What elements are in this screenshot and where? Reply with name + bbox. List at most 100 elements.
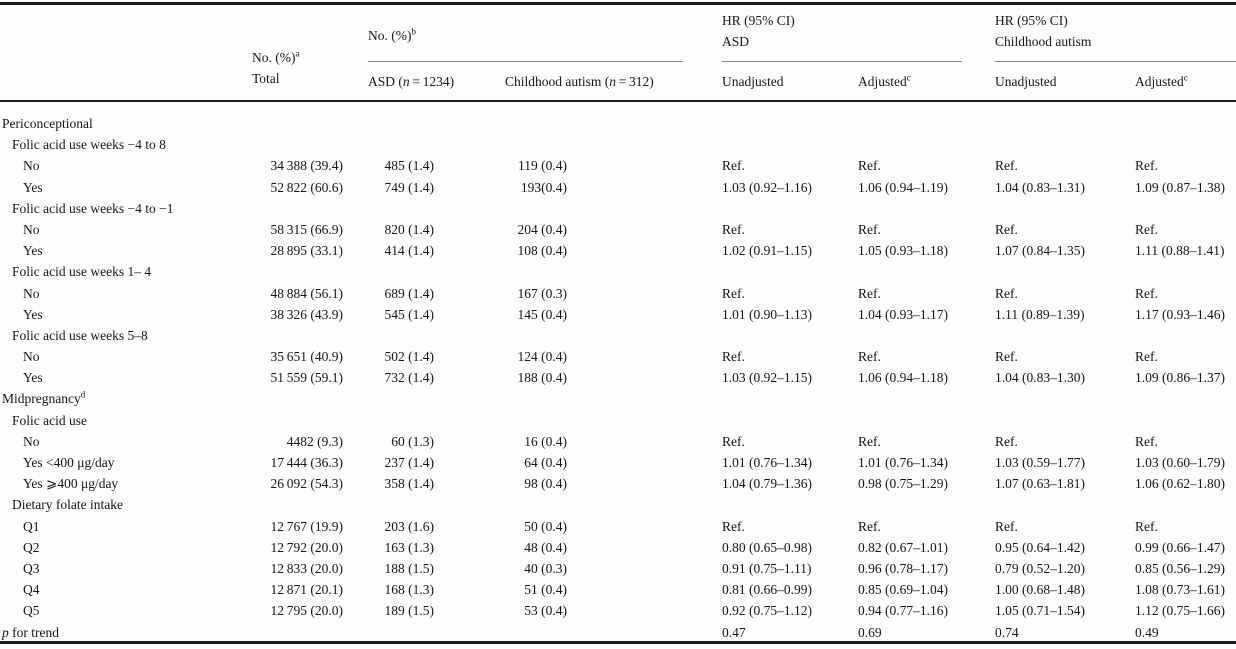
cell-asd: 358 (1.4) [384,476,435,492]
cell-hr-asd-unadjusted: 1.01 (0.76–1.34) [722,455,812,470]
cell-hr-autism-unadjusted [995,494,1135,515]
cell-total: 12 792 (20.0) [270,539,343,555]
table-row: No 48 884 (56.1) 689 (1.4) 167 (0.3) Ref. Ref… [0,283,1236,304]
cell-autism: 108 (0.4) [517,243,568,259]
cell-hr-asd-unadjusted: Ref. [722,518,745,534]
cell-hr-asd-unadjusted: 1.03 (0.92–1.16) [722,179,812,195]
cell-autism [436,198,569,219]
cell-total [240,494,345,515]
row-label: Folic acid use weeks −4 to −1 [12,200,174,216]
table-row: Folic acid use weeks −4 to −1 [0,198,1236,219]
cell-total: 51 559 (59.1) [270,370,343,386]
cell-asd [345,410,436,431]
cell-autism: 48 (0.4) [524,539,567,555]
cell-total [240,410,345,431]
cell-hr-asd-unadjusted [722,410,858,431]
spacer-cell [569,155,722,176]
cell-hr-asd-adjusted: 1.01 (0.76–1.34) [858,455,948,470]
cell-autism: 64 (0.4) [524,455,567,470]
cell-hr-autism-adjusted: 0.49 [1135,624,1159,640]
row-label: Q5 [23,603,40,619]
spacer-cell [569,600,722,621]
cell-hr-autism-adjusted: 1.12 (0.75–1.66) [1135,603,1225,619]
cell-hr-autism-adjusted: 1.09 (0.86–1.37) [1135,370,1225,386]
spanner-rule-hr-asd [722,61,962,62]
cell-hr-asd-adjusted: Ref. [858,433,881,449]
row-label: Dietary folate intake [12,497,123,513]
cell-autism: 167 (0.3) [517,285,568,301]
header-no-pct-spanner: No. (%)b [368,26,416,43]
header-bottom-rule [0,100,1236,102]
header-autism-pre: Childhood autism ( [505,74,610,89]
spacer-cell [569,134,722,155]
cell-hr-asd-adjusted: 1.05 (0.93–1.18) [858,243,948,259]
cell-asd: 203 (1.6) [384,518,435,534]
cell-hr-autism-adjusted [1135,325,1236,346]
cell-asd [345,494,436,515]
cell-hr-asd-unadjusted: 1.01 (0.90–1.13) [722,306,812,322]
cell-hr-asd-adjusted: Ref. [858,349,881,365]
row-label: No [23,285,40,301]
spacer-cell [569,452,722,473]
cell-autism [436,113,569,134]
spacer-cell [569,304,722,325]
cell-hr-asd-unadjusted [722,134,858,155]
header-asd-pre: ASD ( [368,74,403,89]
header-asd-post: = 1234) [409,74,455,89]
cell-hr-asd-unadjusted: 0.81 (0.66–0.99) [722,582,812,598]
cell-total: 12 833 (20.0) [270,560,343,576]
row-label: p for trend [2,624,59,640]
table-row: No 34 388 (39.4) 485 (1.4) 119 (0.4) Ref. Ref… [0,155,1236,176]
header-total-column: No. (%)a Total [252,47,300,89]
cell-hr-autism-adjusted [1135,494,1236,515]
row-label: Yes [23,306,43,322]
row-label: Folic acid use [12,412,87,428]
spacer-cell [569,558,722,579]
row-label: Midpregnancyd [2,389,86,407]
cell-hr-autism-adjusted: 1.11 (0.88–1.41) [1135,243,1225,259]
cell-hr-autism-adjusted: 1.06 (0.62–1.80) [1135,476,1225,492]
cell-total: 12 871 (20.1) [270,582,343,598]
cell-autism [436,134,569,155]
spacer-cell [569,283,722,304]
cell-total: 34 388 (39.4) [270,158,343,174]
cell-hr-asd-unadjusted: 0.80 (0.65–0.98) [722,539,812,555]
cell-total: 38 326 (43.9) [270,306,343,322]
cell-hr-asd-unadjusted: 0.92 (0.75–1.12) [722,603,812,619]
cell-hr-asd-adjusted: Ref. [858,158,881,174]
table-row: Q1 12 767 (19.9) 203 (1.6) 50 (0.4) Ref. Ref.… [0,516,1236,537]
spacer-cell [569,261,722,282]
row-label: Q2 [23,539,40,555]
spacer-cell [569,346,722,367]
cell-autism: 53 (0.4) [524,603,567,619]
spacer-cell [569,410,722,431]
row-label: Q3 [23,560,40,576]
row-label: Q4 [23,582,40,598]
cell-asd: 188 (1.5) [384,560,435,576]
row-label: Q1 [23,518,40,534]
cell-autism [436,261,569,282]
cell-hr-autism-adjusted [1135,410,1236,431]
cell-total [240,134,345,155]
table-row: Folic acid use weeks −4 to 8 [0,134,1236,155]
table-row: Yes 52 822 (60.6) 749 (1.4) 193(0.4) 1.03 (0… [0,177,1236,198]
cell-hr-autism-adjusted [1135,198,1236,219]
cell-asd: 820 (1.4) [384,221,435,237]
cell-autism: 188 (0.4) [517,370,568,386]
cell-autism: 204 (0.4) [517,221,568,237]
cell-asd: 689 (1.4) [384,285,435,301]
row-label: No [23,433,40,449]
spacer-cell [569,367,722,388]
header-hr-autism-spanner: HR (95% CI) Childhood autism [995,10,1091,52]
cell-hr-asd-adjusted: 1.06 (0.94–1.18) [858,370,948,386]
cell-total: 12 767 (19.9) [270,518,343,534]
cell-hr-autism-unadjusted: 1.11 (0.89–1.39) [995,306,1085,322]
cell-hr-asd-adjusted [858,325,995,346]
cell-hr-autism-adjusted: Ref. [1135,433,1158,449]
cell-hr-asd-adjusted: 0.85 (0.69–1.04) [858,582,948,598]
row-label: Periconceptional [2,116,93,131]
cell-hr-asd-unadjusted [722,325,858,346]
cell-hr-asd-unadjusted: Ref. [722,285,745,301]
table-bottom-rule [0,641,1236,644]
cell-total: 17 444 (36.3) [270,455,343,470]
